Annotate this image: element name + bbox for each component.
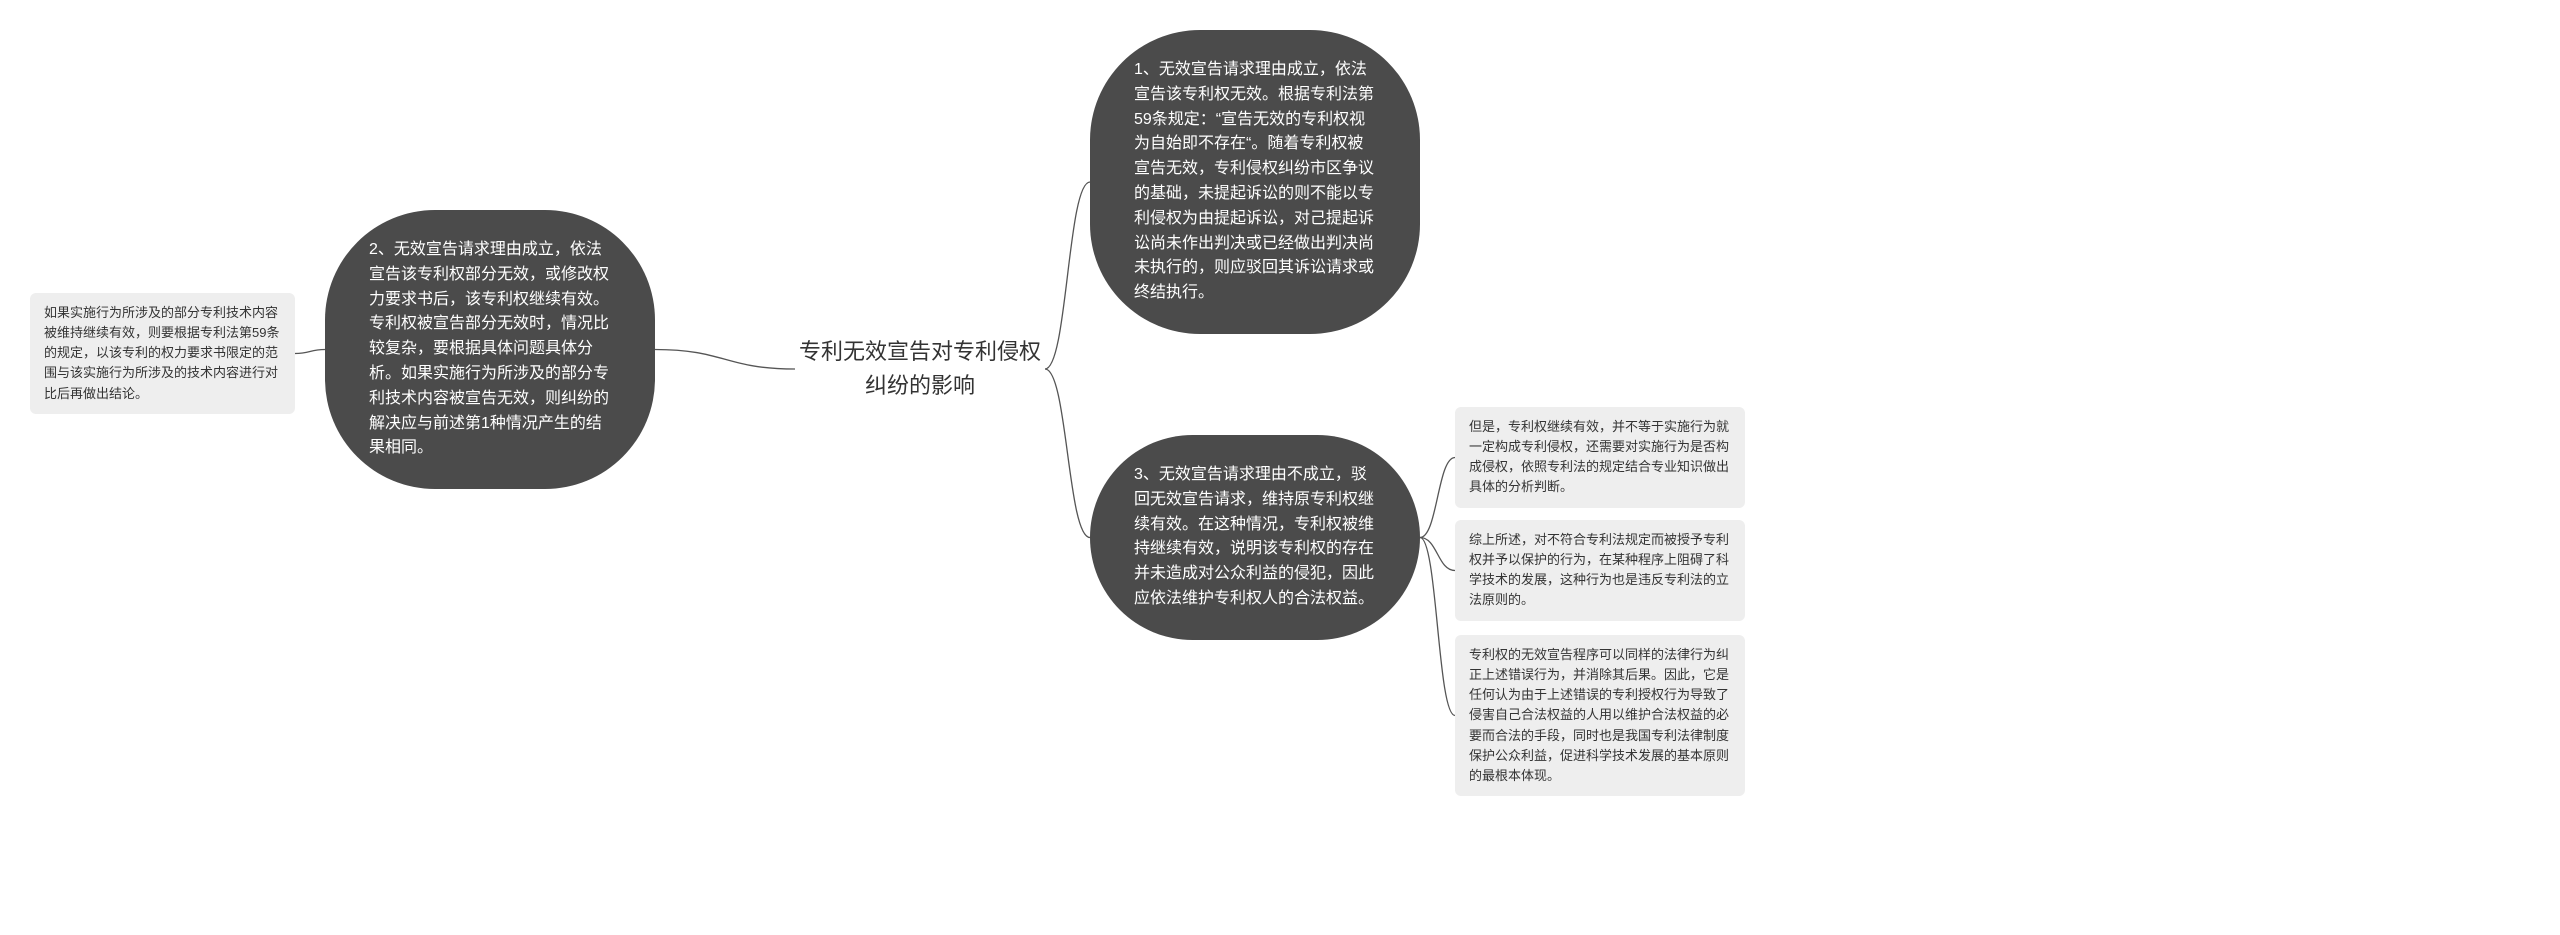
branch-3: 3、无效宣告请求理由不成立，驳回无效宣告请求，维持原专利权继续有效。在这种情况，… <box>1090 435 1420 640</box>
leaf-2a: 如果实施行为所涉及的部分专利技术内容被维持继续有效，则要根据专利法第59条的规定… <box>30 293 295 414</box>
leaf-3c: 专利权的无效宣告程序可以同样的法律行为纠正上述错误行为，并消除其后果。因此，它是… <box>1455 635 1745 796</box>
leaf-3a: 但是，专利权继续有效，并不等于实施行为就一定构成专利侵权，还需要对实施行为是否构… <box>1455 407 1745 508</box>
branch-2: 2、无效宣告请求理由成立，依法宣告该专利权部分无效，或修改权力要求书后，该专利权… <box>325 210 655 489</box>
center-node: 专利无效宣告对专利侵权纠纷的影响 <box>795 335 1045 403</box>
leaf-3b: 综上所述，对不符合专利法规定而被授予专利权并予以保护的行为，在某种程序上阻碍了科… <box>1455 520 1745 621</box>
branch-1: 1、无效宣告请求理由成立，依法宣告该专利权无效。根据专利法第59条规定：“宣告无… <box>1090 30 1420 334</box>
